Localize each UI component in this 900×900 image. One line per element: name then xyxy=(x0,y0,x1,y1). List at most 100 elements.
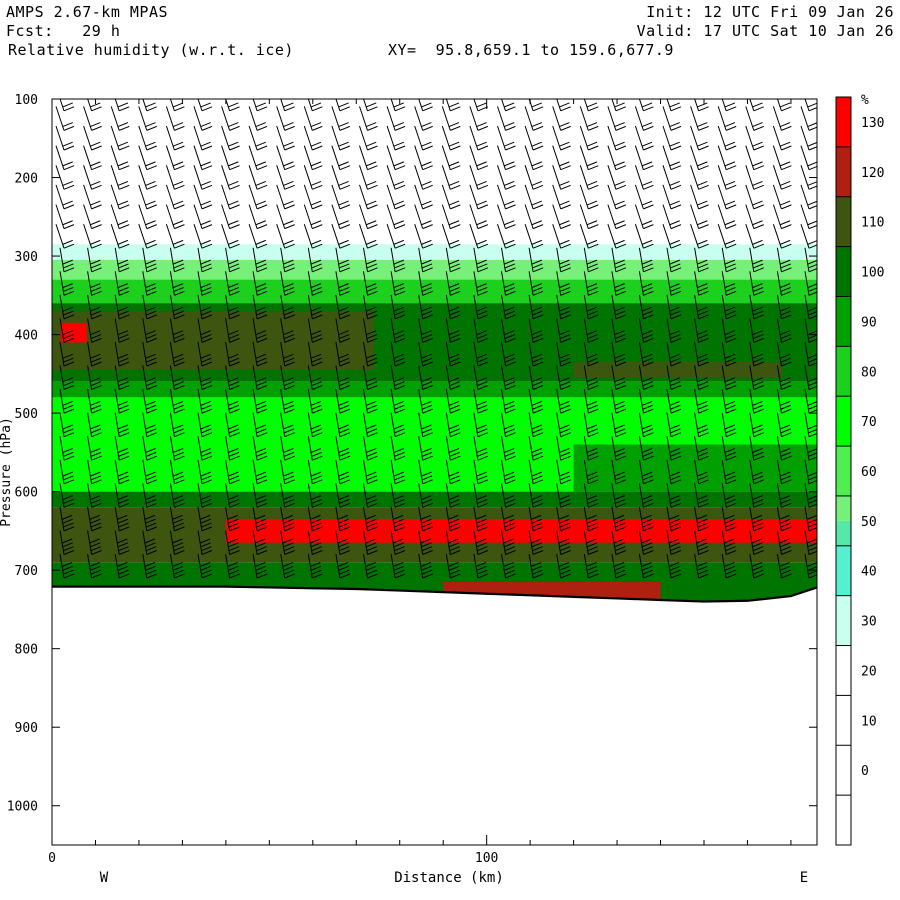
wind-barb xyxy=(501,530,516,555)
y-tick-label: 200 xyxy=(15,172,38,187)
wind-barb xyxy=(469,224,489,249)
wind-barb xyxy=(363,436,378,461)
wind-barb xyxy=(138,145,157,171)
wind-barb xyxy=(418,247,433,273)
wind-barb xyxy=(248,145,268,171)
wind-barb xyxy=(248,106,268,131)
wind-barb xyxy=(280,271,295,296)
wind-barb xyxy=(114,389,130,414)
wind-barb xyxy=(280,553,295,579)
wind-barb xyxy=(418,483,433,508)
wind-barb xyxy=(445,389,461,414)
wind-barb xyxy=(169,436,185,461)
wind-barb xyxy=(694,341,709,367)
wind-barb xyxy=(87,553,102,579)
wind-barb xyxy=(280,389,295,414)
wind-barb xyxy=(225,459,240,485)
wind-barb xyxy=(717,184,737,210)
wind-barb xyxy=(335,530,351,555)
wind-barb xyxy=(114,99,130,112)
wind-barb xyxy=(169,318,185,343)
colorbar-tick-label: 60 xyxy=(861,465,877,480)
wind-barb xyxy=(307,530,323,555)
wind-barb xyxy=(662,145,682,171)
wind-barb xyxy=(804,99,817,112)
wind-barb xyxy=(363,412,378,438)
humidity-layer-2 xyxy=(52,279,817,304)
wind-barb xyxy=(473,530,489,555)
wind-barb xyxy=(717,145,737,171)
wind-barb xyxy=(225,365,240,390)
wind-barb xyxy=(666,389,682,414)
wind-barb xyxy=(445,341,461,367)
wind-barb xyxy=(87,318,102,343)
wind-barb xyxy=(87,483,102,508)
wind-barb xyxy=(59,294,75,320)
wind-barb xyxy=(193,106,213,131)
wind-barb xyxy=(87,365,102,390)
wind-barb xyxy=(169,459,185,485)
wind-barb xyxy=(418,459,433,485)
humidity-layer-6 xyxy=(573,362,783,378)
wind-barb xyxy=(276,125,295,151)
wind-barb xyxy=(276,184,295,210)
wind-barb xyxy=(335,341,351,367)
wind-barb xyxy=(611,294,627,320)
wind-barb xyxy=(169,483,185,508)
wind-barb xyxy=(721,99,737,112)
wind-barb xyxy=(694,271,709,296)
wind-barb xyxy=(638,341,654,367)
wind-barb xyxy=(662,184,682,210)
wind-barb xyxy=(252,530,268,555)
wind-barb xyxy=(473,247,489,273)
wind-barb xyxy=(331,224,351,249)
wind-barb xyxy=(59,271,75,296)
wind-barb xyxy=(776,294,792,320)
wind-barb xyxy=(638,318,654,343)
wind-barb xyxy=(721,506,737,532)
wind-barb xyxy=(501,459,516,485)
wind-barb xyxy=(666,459,682,485)
wind-barb xyxy=(169,99,185,112)
wind-barb xyxy=(359,224,378,249)
wind-barb xyxy=(717,125,737,151)
x-tick-label: 100 xyxy=(475,851,498,866)
wind-barb xyxy=(552,106,571,131)
wind-barb xyxy=(721,459,737,485)
wind-barb xyxy=(749,271,764,296)
wind-barb xyxy=(390,318,406,343)
wind-barb xyxy=(252,553,268,579)
wind-barb xyxy=(138,204,157,230)
wind-barb xyxy=(114,436,130,461)
colorbar-swatch xyxy=(836,346,851,397)
colorbar-tick-label: 40 xyxy=(861,565,877,580)
wind-barb xyxy=(772,165,792,190)
wind-barb xyxy=(800,224,817,249)
wind-barb xyxy=(666,294,682,320)
wind-barb xyxy=(414,165,433,190)
wind-barb xyxy=(583,483,599,508)
wind-barb xyxy=(441,125,461,151)
wind-barb xyxy=(169,553,185,579)
wind-barb xyxy=(280,365,295,390)
colorbar-tick-label: 30 xyxy=(861,615,877,630)
wind-barb xyxy=(749,365,764,390)
wind-barb xyxy=(59,530,75,555)
wind-barb xyxy=(225,99,240,112)
wind-barb xyxy=(252,459,268,485)
wind-barb xyxy=(556,436,571,461)
wind-barb xyxy=(386,165,406,190)
wind-barb xyxy=(303,184,323,210)
wind-barb xyxy=(694,389,709,414)
wind-barb xyxy=(445,294,461,320)
wind-barb xyxy=(390,412,406,438)
wind-barb xyxy=(363,318,378,343)
wind-barb xyxy=(363,389,378,414)
wind-barb xyxy=(225,247,240,273)
wind-barb xyxy=(694,247,709,273)
wind-barb xyxy=(552,125,571,151)
wind-barb xyxy=(473,459,489,485)
wind-barb xyxy=(276,204,295,230)
wind-barb xyxy=(110,106,130,131)
